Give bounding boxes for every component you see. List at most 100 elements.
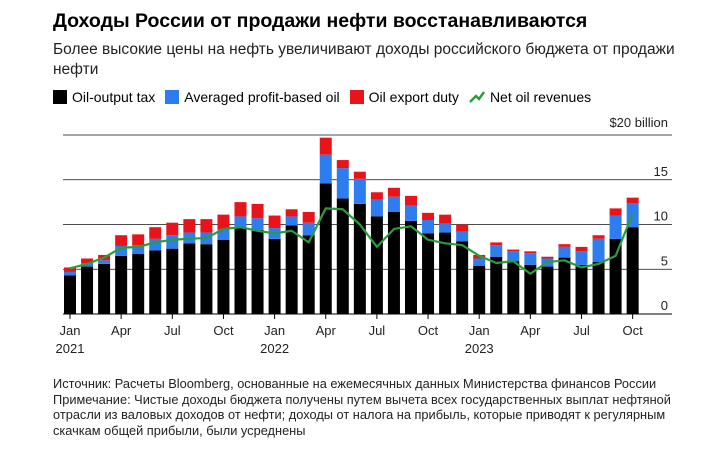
bar-segment	[473, 258, 486, 266]
bar-segment	[268, 215, 281, 229]
bar-segment	[336, 168, 349, 199]
bar-segment	[558, 244, 571, 247]
x-tick-label: Jan	[264, 323, 285, 338]
stacked-bar-chart: 0 5 10 15 $20 billion Jan 2021 Apr Jul Oct Jan 2022…	[56, 115, 672, 356]
bar-segment	[353, 203, 366, 314]
bar-segment	[166, 248, 179, 314]
bar-segment	[251, 203, 264, 219]
x-tick-label: Oct	[213, 323, 234, 338]
legend-swatch-oil-export-duty	[349, 90, 364, 104]
bar-segment	[200, 219, 213, 233]
bar-segment	[336, 198, 349, 314]
bar-segment	[200, 244, 213, 314]
bar-segment	[524, 251, 537, 254]
bar-segment	[166, 235, 179, 249]
bar-segment	[319, 183, 332, 314]
bar-segment	[302, 235, 315, 314]
bar-segment	[115, 245, 128, 256]
bar-segment	[217, 214, 230, 229]
x-tick-label: Jul	[369, 323, 386, 338]
legend-item-oil-output-tax: Oil-output tax	[53, 89, 155, 105]
bar-segment	[64, 275, 76, 314]
bar-segment	[507, 249, 520, 252]
bar-segment	[439, 214, 452, 224]
bar-segment	[490, 242, 503, 246]
bar-segment	[592, 262, 605, 314]
y-tick-label: 5	[661, 253, 668, 268]
bar-segment	[422, 233, 435, 314]
bars	[64, 137, 639, 314]
bar-segment	[439, 232, 452, 314]
legend-item-oil-export-duty: Oil export duty	[349, 89, 459, 105]
legend-swatch-oil-output-tax	[53, 90, 67, 104]
bar-segment	[507, 261, 520, 314]
bar-segment	[98, 263, 111, 314]
chart-subtitle: Более высокие цены на нефть увеличивают …	[53, 41, 675, 78]
x-tick-label: Jan	[60, 323, 81, 338]
bar-segment	[81, 266, 94, 314]
bar-segment	[456, 231, 469, 242]
bar-segment	[319, 154, 332, 184]
bar-segment	[541, 266, 554, 314]
x-tick-label: Jul	[164, 323, 181, 338]
bar-segment	[575, 264, 588, 314]
bar-segment	[285, 209, 298, 217]
bar-segment	[490, 245, 503, 257]
bar-segment	[387, 211, 400, 314]
bar-segment	[575, 246, 588, 252]
legend-label: Oil export duty	[368, 89, 459, 105]
legend-swatch-profit-based-oil	[165, 90, 180, 104]
legend-item-net-oil-revenues: Net oil revenues	[469, 89, 591, 105]
x-tick-label: Apr	[111, 323, 132, 338]
bar-segment	[609, 215, 622, 239]
bar-segment	[285, 225, 298, 314]
bar-segment	[558, 246, 571, 258]
bar-segment	[609, 208, 622, 216]
legend-label: Oil-output tax	[72, 89, 156, 105]
bar-segment	[456, 224, 469, 232]
bar-segment	[524, 264, 537, 314]
x-year-label: 2022	[260, 341, 289, 356]
x-tick-label: Oct	[623, 323, 644, 338]
bar-segment	[405, 205, 417, 221]
bar-segment	[370, 216, 383, 314]
x-year-label: 2023	[465, 341, 494, 356]
bar-segment	[319, 137, 332, 155]
bar-segment	[387, 196, 400, 212]
bar-segment	[217, 228, 230, 240]
y-tick-label: 0	[661, 298, 668, 313]
bar-segment	[285, 216, 298, 226]
bar-segment	[115, 255, 128, 314]
bar-segment	[524, 253, 537, 265]
bar-segment	[64, 267, 76, 272]
bar-segment	[370, 192, 383, 200]
x-tick-label: Jul	[573, 323, 590, 338]
bar-segment	[166, 222, 179, 236]
bar-segment	[507, 251, 520, 262]
bar-segment	[439, 223, 452, 233]
bar-segment	[149, 238, 162, 251]
legend-line-icon	[469, 91, 485, 103]
bar-segment	[353, 178, 366, 204]
methodology-note: Примечание: Чистые доходы бюджета получе…	[53, 391, 671, 438]
bar-segment	[149, 227, 162, 239]
bar-segment	[217, 239, 230, 314]
bar-segment	[558, 257, 571, 314]
bar-segment	[251, 229, 264, 314]
bar-segment	[251, 218, 264, 230]
bar-segment	[234, 202, 247, 217]
bar-segment	[149, 250, 162, 314]
bar-segment	[268, 238, 281, 314]
footer: Источник: Расчеты Bloomberg, основанные …	[53, 376, 693, 438]
bar-segment	[456, 241, 469, 314]
bar-segment	[405, 195, 417, 206]
y-tick-label: 15	[654, 164, 668, 179]
bar-segment	[234, 216, 247, 229]
legend: Oil-output tax Averaged profit-based oil…	[53, 89, 601, 105]
bar-segment	[422, 220, 435, 234]
bar-segment	[592, 238, 605, 263]
y-tick-label: $20 billion	[609, 115, 668, 130]
bar-segment	[98, 260, 111, 264]
bar-segment	[183, 219, 196, 233]
chart-title: Доходы России от продажи нефти восстанав…	[53, 10, 588, 32]
